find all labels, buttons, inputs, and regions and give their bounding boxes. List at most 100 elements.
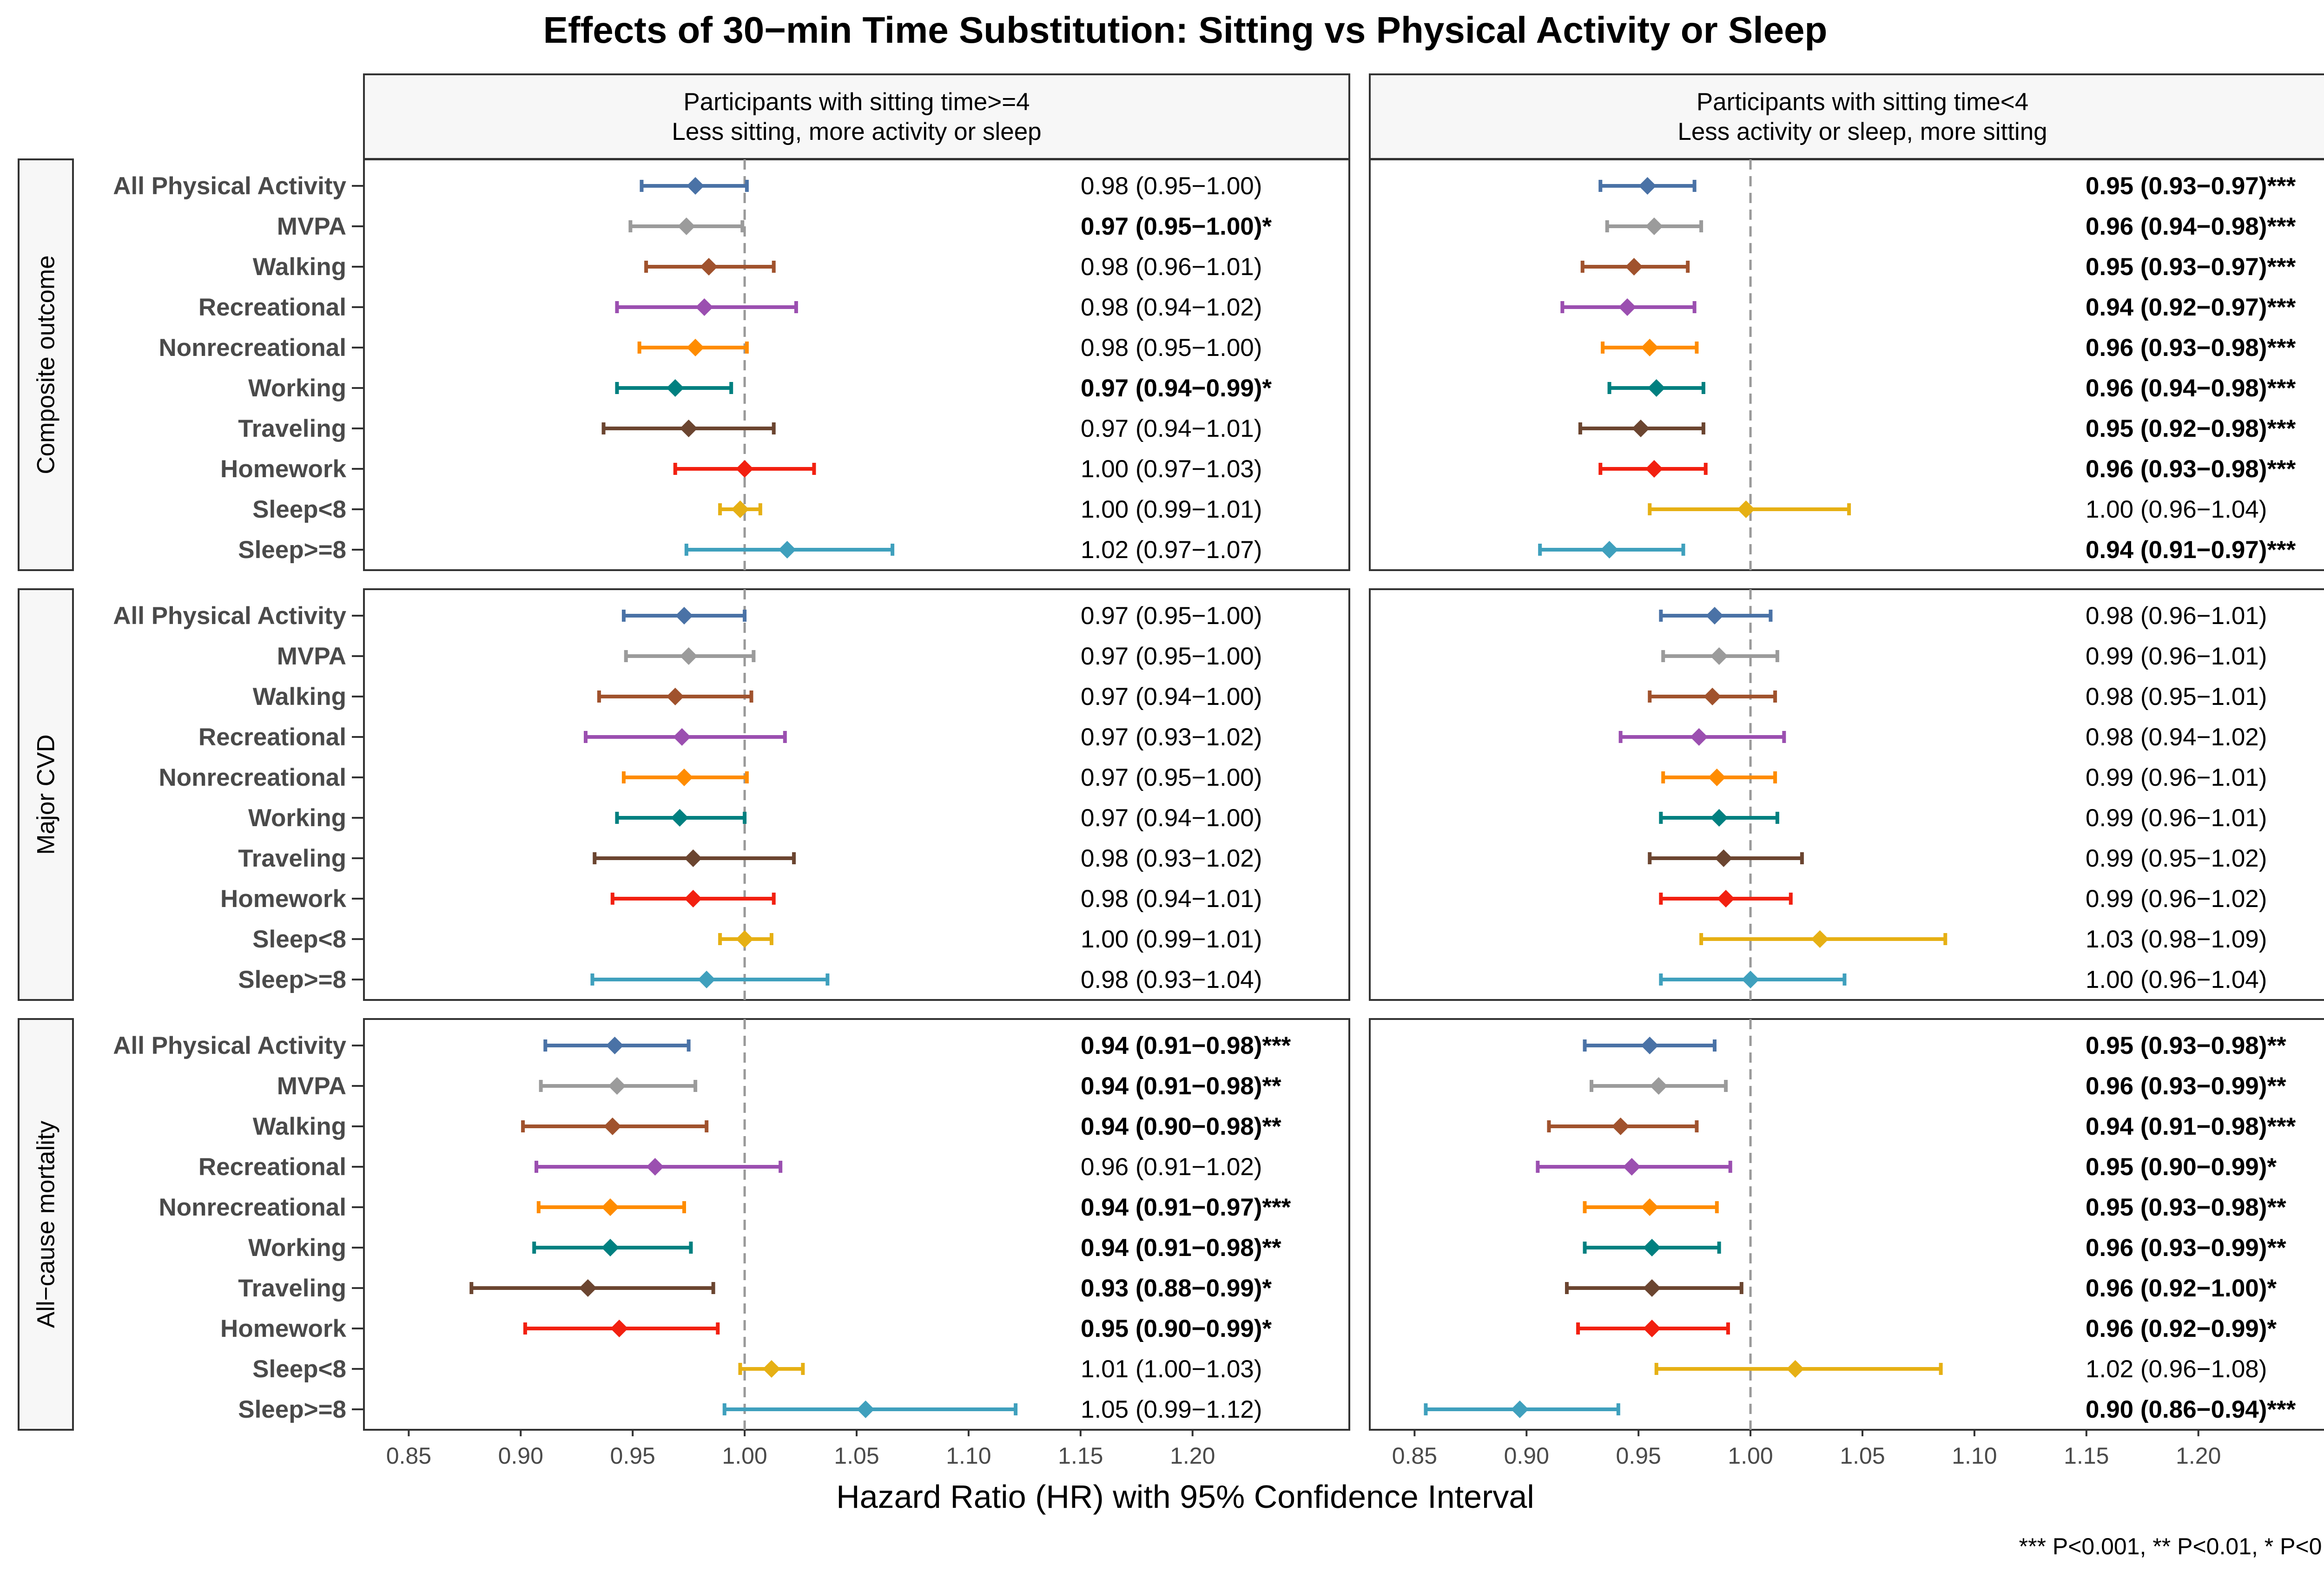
- significance-footnote: *** P<0.001, ** P<0.01, * P<0.05: [2019, 1533, 2324, 1559]
- estimate-label: 1.00 (0.97−1.03): [1081, 455, 1262, 483]
- x-tick-label: 1.00: [722, 1443, 767, 1469]
- estimate-label: 0.93 (0.88−0.99)*: [1081, 1275, 1272, 1302]
- estimate-label: 0.95 (0.90−0.99)*: [1081, 1315, 1272, 1342]
- estimate-label: 0.96 (0.93−0.99)**: [2086, 1072, 2286, 1100]
- row-label: Traveling: [238, 415, 346, 442]
- hr-point: [762, 1360, 780, 1378]
- column-strip-2: [1369, 73, 2324, 160]
- hr-point: [673, 728, 691, 746]
- estimate-label: 0.96 (0.93−0.99)**: [2086, 1234, 2286, 1262]
- hr-point: [666, 688, 684, 705]
- estimate-label: 0.98 (0.95−1.00): [1081, 334, 1262, 362]
- estimate-label: 0.97 (0.93−1.02): [1081, 723, 1262, 751]
- hr-point: [1690, 728, 1708, 746]
- hr-point: [687, 177, 705, 195]
- hr-point: [680, 420, 698, 437]
- estimate-label: 0.98 (0.94−1.02): [2086, 723, 2267, 751]
- estimate-label: 0.98 (0.93−1.02): [1081, 845, 1262, 872]
- estimate-label: 0.95 (0.93−0.98)**: [2086, 1194, 2286, 1221]
- estimate-label: 0.99 (0.96−1.01): [2086, 764, 2267, 791]
- hr-point: [700, 258, 718, 276]
- row-label: MVPA: [277, 643, 346, 670]
- row-label: MVPA: [277, 1072, 346, 1100]
- row-label: Recreational: [198, 294, 346, 321]
- row-label: Sleep<8: [252, 496, 346, 523]
- hr-point: [1710, 647, 1728, 665]
- estimate-label: 0.99 (0.95−1.02): [2086, 845, 2267, 872]
- x-tick-label: 1.10: [946, 1443, 991, 1469]
- facet-strip-label: Major CVD: [33, 734, 60, 855]
- x-tick-label: 0.90: [1504, 1443, 1549, 1469]
- estimate-label: 1.00 (0.99−1.01): [1081, 926, 1262, 953]
- panel-frame: [363, 1018, 1350, 1431]
- hr-point: [579, 1279, 597, 1297]
- hr-point: [1638, 177, 1657, 195]
- hr-point: [1717, 890, 1735, 907]
- hr-point: [646, 1158, 664, 1176]
- column-strip-line1: Participants with sitting time<4: [1697, 88, 2028, 116]
- hr-point: [736, 460, 754, 478]
- column-strip-line2: Less activity or sleep, more sitting: [1677, 118, 2047, 145]
- estimate-label: 0.90 (0.86−0.94)***: [2086, 1396, 2296, 1423]
- hr-point: [1643, 1239, 1661, 1256]
- estimate-label: 0.99 (0.96−1.01): [2086, 643, 2267, 670]
- estimate-label: 0.96 (0.91−1.02): [1081, 1153, 1262, 1181]
- estimate-label: 0.97 (0.94−1.01): [1081, 415, 1262, 442]
- estimate-label: 0.95 (0.90−0.99)*: [2086, 1153, 2277, 1181]
- estimate-label: 1.00 (0.96−1.04): [2086, 496, 2267, 523]
- estimate-label: 0.99 (0.96−1.02): [2086, 885, 2267, 913]
- estimate-label: 0.95 (0.93−0.98)**: [2086, 1032, 2286, 1059]
- estimate-label: 1.03 (0.98−1.09): [2086, 926, 2267, 953]
- x-tick-label: 1.20: [1170, 1443, 1215, 1469]
- hr-point: [680, 647, 698, 665]
- x-tick-label: 0.85: [386, 1443, 431, 1469]
- panel-frame: [1369, 588, 2324, 1001]
- hr-point: [606, 1037, 624, 1054]
- hr-point: [601, 1239, 619, 1256]
- hr-point: [603, 1118, 621, 1135]
- estimate-label: 0.94 (0.91−0.98)***: [2086, 1113, 2296, 1140]
- row-label: Nonrecreational: [158, 1194, 346, 1221]
- hr-point: [1632, 420, 1650, 437]
- estimate-label: 0.98 (0.96−1.01): [1081, 253, 1262, 281]
- x-tick-label: 0.90: [498, 1443, 543, 1469]
- estimate-label: 0.96 (0.92−0.99)*: [2086, 1315, 2277, 1342]
- row-label: Recreational: [198, 1153, 346, 1181]
- estimate-label: 0.95 (0.93−0.97)***: [2086, 253, 2296, 281]
- hr-point: [1618, 298, 1637, 316]
- row-label: Walking: [253, 253, 346, 281]
- hr-point: [1643, 1279, 1661, 1297]
- row-label: All Physical Activity: [113, 172, 346, 200]
- row-label: All Physical Activity: [113, 1032, 346, 1059]
- hr-point: [671, 809, 689, 827]
- x-tick-label: 1.15: [2064, 1443, 2109, 1469]
- hr-point: [698, 971, 716, 988]
- hr-point: [1742, 971, 1760, 988]
- row-label: Walking: [253, 683, 346, 710]
- estimate-label: 0.94 (0.91−0.98)***: [1081, 1032, 1291, 1059]
- estimate-label: 0.96 (0.93−0.98)***: [2086, 455, 2296, 483]
- x-tick-label: 1.15: [1058, 1443, 1103, 1469]
- hr-point: [1645, 460, 1663, 478]
- estimate-label: 1.02 (0.97−1.07): [1081, 536, 1262, 564]
- estimate-label: 0.95 (0.92−0.98)***: [2086, 415, 2296, 442]
- hr-point: [1641, 1198, 1659, 1216]
- row-label: Working: [248, 1234, 346, 1262]
- row-label: Nonrecreational: [158, 334, 346, 362]
- estimate-label: 0.94 (0.91−0.98)**: [1081, 1072, 1281, 1100]
- facet-strip-label: All−cause mortality: [33, 1120, 60, 1328]
- hr-point: [1706, 607, 1723, 625]
- estimate-label: 0.97 (0.95−1.00)*: [1081, 213, 1272, 240]
- row-label: Sleep>=8: [238, 966, 346, 993]
- panel-frame: [1369, 158, 2324, 571]
- hr-point: [601, 1198, 619, 1216]
- estimate-label: 0.96 (0.93−0.98)***: [2086, 334, 2296, 362]
- hr-point: [666, 379, 684, 397]
- estimate-label: 0.94 (0.91−0.97)***: [2086, 536, 2296, 564]
- estimate-label: 0.97 (0.95−1.00): [1081, 764, 1262, 791]
- hr-point: [736, 930, 754, 948]
- row-label: Walking: [253, 1113, 346, 1140]
- estimate-label: 0.99 (0.96−1.01): [2086, 804, 2267, 832]
- estimate-label: 0.97 (0.94−1.00): [1081, 683, 1262, 710]
- estimate-label: 1.01 (1.00−1.03): [1081, 1355, 1262, 1383]
